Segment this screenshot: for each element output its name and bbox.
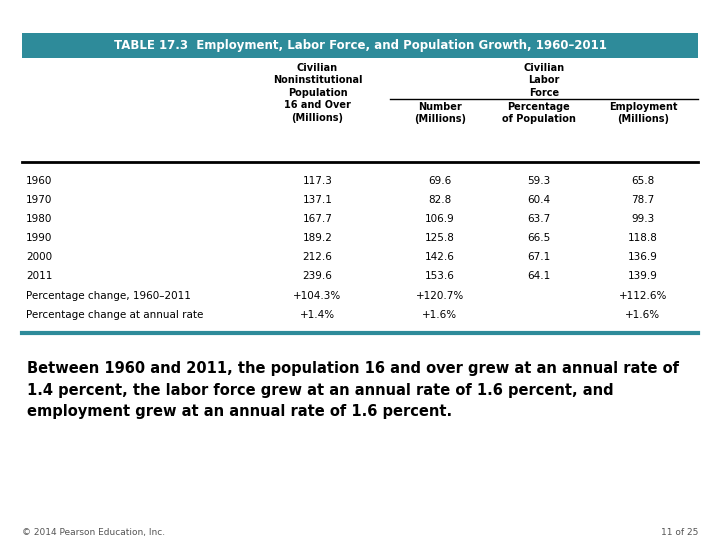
Text: 63.7: 63.7 xyxy=(527,214,551,224)
Text: +104.3%: +104.3% xyxy=(293,291,341,301)
Text: Percentage change, 1960–2011: Percentage change, 1960–2011 xyxy=(26,291,191,301)
Text: 1990: 1990 xyxy=(26,233,53,243)
Text: Percentage change at annual rate: Percentage change at annual rate xyxy=(26,310,203,320)
Text: 2011: 2011 xyxy=(26,271,53,281)
Text: 65.8: 65.8 xyxy=(631,176,654,186)
Text: © 2014 Pearson Education, Inc.: © 2014 Pearson Education, Inc. xyxy=(22,528,165,537)
Text: 137.1: 137.1 xyxy=(302,195,333,205)
Text: 189.2: 189.2 xyxy=(302,233,333,243)
Text: 11 of 25: 11 of 25 xyxy=(661,528,698,537)
Text: +112.6%: +112.6% xyxy=(618,291,667,301)
Text: 66.5: 66.5 xyxy=(527,233,551,243)
Text: 212.6: 212.6 xyxy=(302,252,333,262)
Text: 136.9: 136.9 xyxy=(628,252,658,262)
Text: +1.6%: +1.6% xyxy=(626,310,660,320)
Text: 67.1: 67.1 xyxy=(527,252,551,262)
Text: +1.6%: +1.6% xyxy=(423,310,458,320)
Text: 69.6: 69.6 xyxy=(428,176,451,186)
Text: Employment
(Millions): Employment (Millions) xyxy=(608,102,678,124)
Text: 59.3: 59.3 xyxy=(527,176,551,186)
Text: 125.8: 125.8 xyxy=(425,233,455,243)
Text: 106.9: 106.9 xyxy=(425,214,455,224)
Text: 117.3: 117.3 xyxy=(302,176,333,186)
Text: 82.8: 82.8 xyxy=(428,195,451,205)
Text: 142.6: 142.6 xyxy=(425,252,455,262)
Text: Percentage
of Population: Percentage of Population xyxy=(502,102,576,124)
Text: 99.3: 99.3 xyxy=(631,214,654,224)
Text: 2000: 2000 xyxy=(26,252,52,262)
Text: 1960: 1960 xyxy=(26,176,53,186)
Text: 1970: 1970 xyxy=(26,195,53,205)
Text: 1980: 1980 xyxy=(26,214,53,224)
Text: 60.4: 60.4 xyxy=(528,195,551,205)
Bar xyxy=(22,33,698,58)
Text: Civilian
Labor
Force: Civilian Labor Force xyxy=(523,63,564,98)
Text: Number
(Millions): Number (Millions) xyxy=(414,102,466,124)
Text: 239.6: 239.6 xyxy=(302,271,333,281)
Text: Between 1960 and 2011, the population 16 and over grew at an annual rate of
1.4 : Between 1960 and 2011, the population 16… xyxy=(27,361,679,419)
Text: 153.6: 153.6 xyxy=(425,271,455,281)
Text: 139.9: 139.9 xyxy=(628,271,658,281)
Text: +120.7%: +120.7% xyxy=(416,291,464,301)
Text: TABLE 17.3  Employment, Labor Force, and Population Growth, 1960–2011: TABLE 17.3 Employment, Labor Force, and … xyxy=(114,39,606,52)
Text: +1.4%: +1.4% xyxy=(300,310,335,320)
Text: Civilian
Noninstitutional
Population
16 and Over
(Millions): Civilian Noninstitutional Population 16 … xyxy=(273,63,362,123)
Text: 167.7: 167.7 xyxy=(302,214,333,224)
Text: 118.8: 118.8 xyxy=(628,233,658,243)
Text: 64.1: 64.1 xyxy=(527,271,551,281)
Text: 78.7: 78.7 xyxy=(631,195,654,205)
